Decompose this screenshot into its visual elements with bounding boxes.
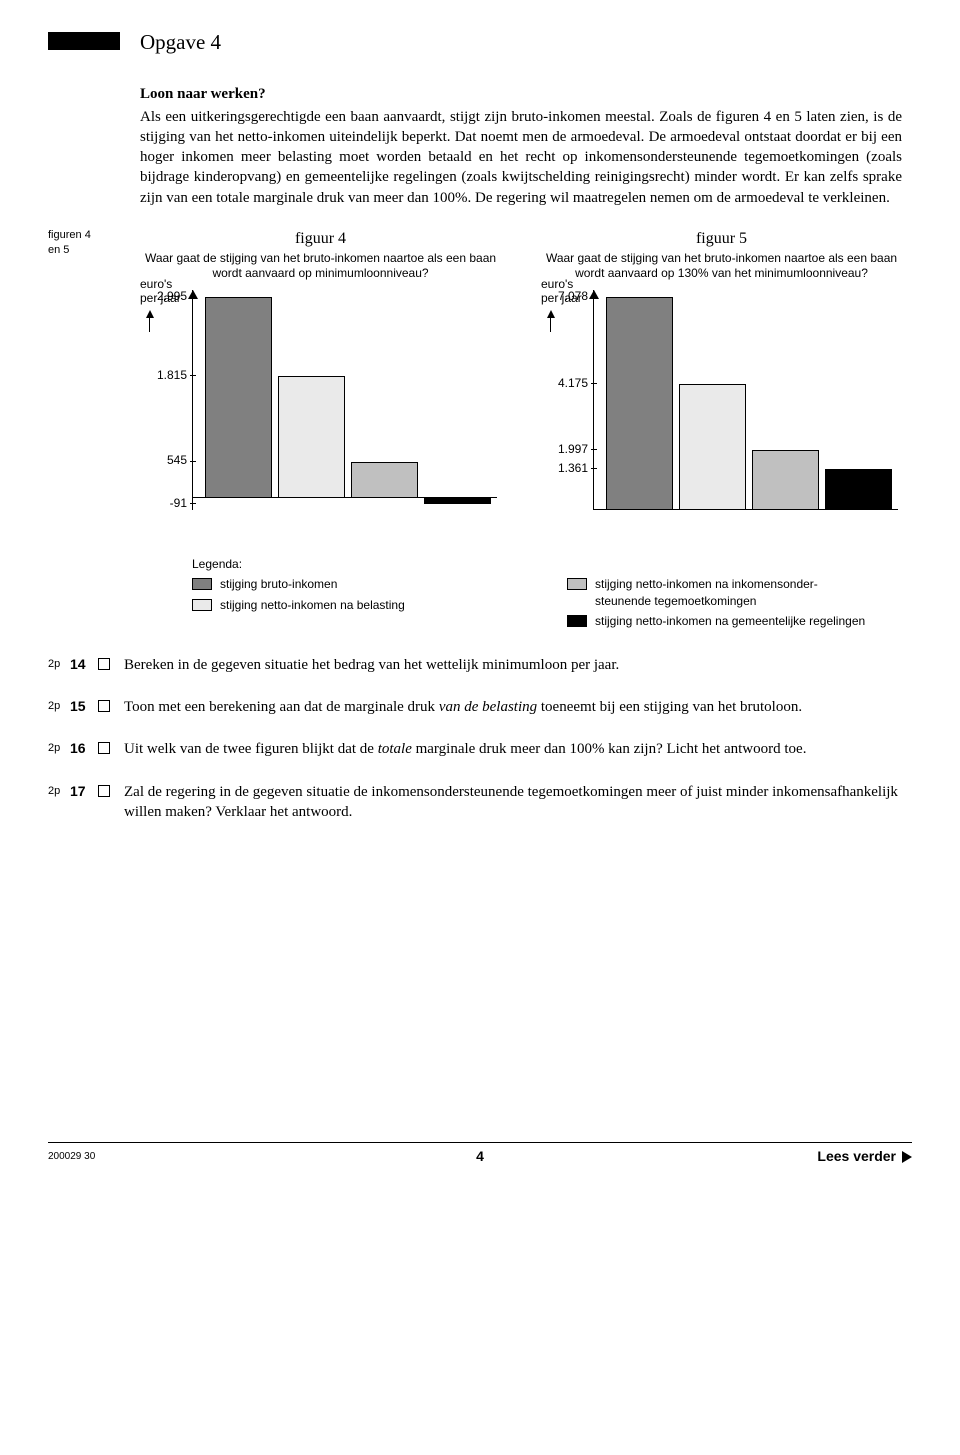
question-number: 15: [70, 697, 98, 716]
question-checkbox-icon: [98, 700, 110, 712]
footer-right-text: Lees verder: [817, 1147, 896, 1166]
intro-text: Als een uitkeringsgerechtigde een baan a…: [140, 107, 902, 208]
question-points: 2p: [48, 697, 70, 714]
footer-left: 200029 30: [48, 1150, 95, 1164]
legend-swatch: [192, 578, 212, 590]
legend-title: Legenda:: [192, 556, 902, 572]
footer-page-number: 4: [476, 1147, 484, 1166]
tick-mark: [190, 375, 196, 376]
bar: [825, 469, 892, 510]
intro-subtitle: Loon naar werken?: [140, 84, 902, 104]
legend-item: stijging netto-inkomen na inkomensonder-…: [567, 576, 902, 608]
y-arrow-icon: [188, 290, 198, 299]
tick-mark: [591, 468, 597, 469]
figure-4-chart: 2.9951.815545-91 euro'sper jaar: [140, 290, 501, 530]
axis-unit-label: euro'sper jaar: [541, 278, 582, 332]
question-number: 17: [70, 782, 98, 801]
header: Opgave 4: [48, 28, 912, 56]
tick-label: 1.361: [558, 460, 588, 476]
question-row: 2p14 Bereken in de gegeven situatie het b…: [48, 655, 912, 675]
question-row: 2p17 Zal de regering in de gegeven situat…: [48, 782, 912, 823]
question-row: 2p15 Toon met een berekening aan dat de m…: [48, 697, 912, 717]
axis-unit-label: euro'sper jaar: [140, 278, 181, 332]
tick-label: 4.175: [558, 375, 588, 391]
intro-block: Loon naar werken? Als een uitkeringsgere…: [140, 84, 902, 208]
question-checkbox-icon: [98, 658, 110, 670]
arrow-right-icon: [902, 1151, 912, 1163]
side-label-2: en 5: [48, 243, 91, 258]
bar: [205, 297, 272, 498]
tick-label: 1.815: [157, 367, 187, 383]
question-text: Toon met een berekening aan dat de margi…: [124, 697, 912, 717]
arrow-up-icon: [146, 310, 154, 318]
tick-mark: [190, 503, 196, 504]
tick-mark: [591, 296, 597, 297]
legend-label: stijging netto-inkomen na belasting: [220, 597, 405, 613]
bar: [278, 376, 345, 498]
figure-4-caption: Waar gaat de stijging van het bruto-inko…: [140, 251, 501, 280]
bar: [679, 384, 746, 510]
arrow-up-icon: [547, 310, 555, 318]
bar: [606, 297, 673, 510]
figure-4: figuur 4 Waar gaat de stijging van het b…: [140, 228, 501, 530]
tick-mark: [190, 461, 196, 462]
legend-column: stijging netto-inkomen na inkomensonder-…: [567, 576, 902, 633]
bar: [424, 498, 491, 504]
figure-5-title: figuur 5: [541, 228, 902, 250]
question-text: Zal de regering in de gegeven situatie d…: [124, 782, 912, 823]
bar: [351, 462, 418, 499]
legend-swatch: [192, 599, 212, 611]
tick-label: 1.997: [558, 441, 588, 457]
question-points: 2p: [48, 655, 70, 672]
legend-item: stijging netto-inkomen na belasting: [192, 597, 527, 613]
legend: Legenda: stijging bruto-inkomenstijging …: [140, 556, 902, 633]
header-marker: [48, 32, 120, 50]
figure-5: figuur 5 Waar gaat de stijging van het b…: [541, 228, 902, 530]
question-points: 2p: [48, 739, 70, 756]
question-number: 16: [70, 739, 98, 758]
legend-label: stijging bruto-inkomen: [220, 576, 337, 592]
figure-5-caption: Waar gaat de stijging van het bruto-inko…: [541, 251, 902, 280]
tick-mark: [591, 449, 597, 450]
question-number: 14: [70, 655, 98, 674]
figure-4-title: figuur 4: [140, 228, 501, 250]
figures-side-label: figuren 4 en 5: [48, 228, 91, 259]
page-title: Opgave 4: [140, 28, 221, 56]
tick-label: 545: [167, 452, 187, 468]
legend-label: stijging netto-inkomen na inkomensonder-…: [595, 576, 818, 608]
questions-block: 2p14Bereken in de gegeven situatie het b…: [48, 655, 912, 822]
legend-item: stijging bruto-inkomen: [192, 576, 527, 592]
legend-column: stijging bruto-inkomen stijging netto-ink…: [192, 576, 527, 633]
question-points: 2p: [48, 782, 70, 799]
tick-mark: [190, 296, 196, 297]
figure-5-chart: 7.0784.1751.9971.361 euro'sper jaar: [541, 290, 902, 530]
legend-swatch: [567, 615, 587, 627]
figures-block: figuren 4 en 5 figuur 4 Waar gaat de sti…: [140, 228, 902, 633]
footer-right: Lees verder: [817, 1147, 912, 1166]
side-label-1: figuren 4: [48, 228, 91, 243]
tick-mark: [591, 383, 597, 384]
page-footer: 200029 30 4 Lees verder: [48, 1142, 912, 1166]
question-checkbox-icon: [98, 785, 110, 797]
y-arrow-icon: [589, 290, 599, 299]
question-text: Bereken in de gegeven situatie het bedra…: [124, 655, 912, 675]
tick-label: -91: [170, 495, 187, 511]
legend-swatch: [567, 578, 587, 590]
question-text: Uit welk van de twee figuren blijkt dat …: [124, 739, 912, 759]
question-row: 2p16 Uit welk van de twee figuren blijkt …: [48, 739, 912, 759]
bar: [752, 450, 819, 510]
legend-label: stijging netto-inkomen na gemeentelijke …: [595, 613, 865, 629]
legend-item: stijging netto-inkomen na gemeentelijke …: [567, 613, 902, 629]
question-checkbox-icon: [98, 742, 110, 754]
